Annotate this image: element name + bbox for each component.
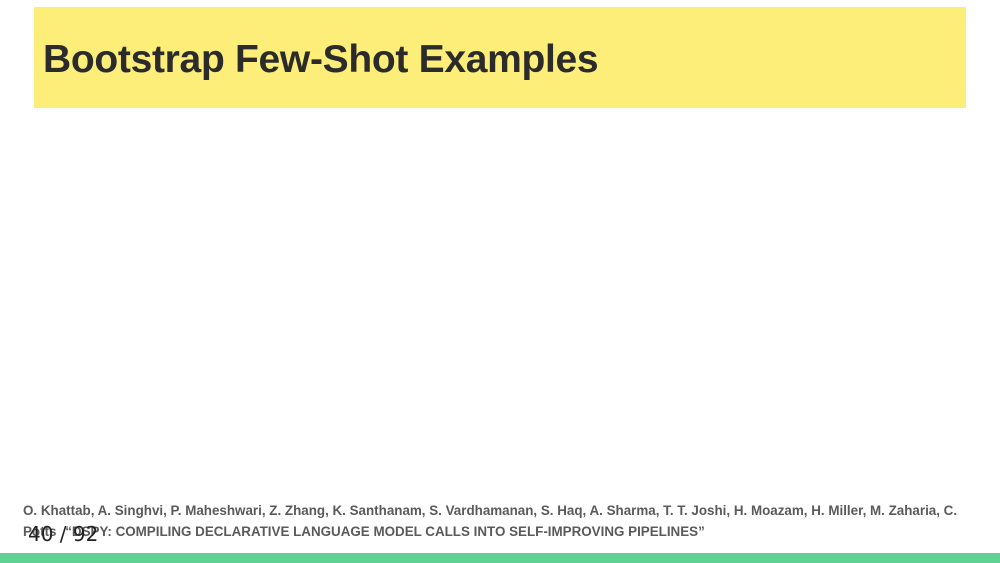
page-counter: 40 / 92 (28, 522, 99, 546)
slide-title: Bootstrap Few-Shot Examples (43, 38, 599, 81)
citation-paper-title: “DSPY: COMPILING DECLARATIVE LANGUAGE MO… (65, 524, 705, 539)
title-banner: Bootstrap Few-Shot Examples (34, 7, 966, 108)
citation: O. Khattab, A. Singhvi, P. Maheshwari, Z… (23, 500, 973, 542)
bottom-accent-bar (0, 553, 1000, 563)
citation-authors: O. Khattab, A. Singhvi, P. Maheshwari, Z… (23, 503, 958, 539)
